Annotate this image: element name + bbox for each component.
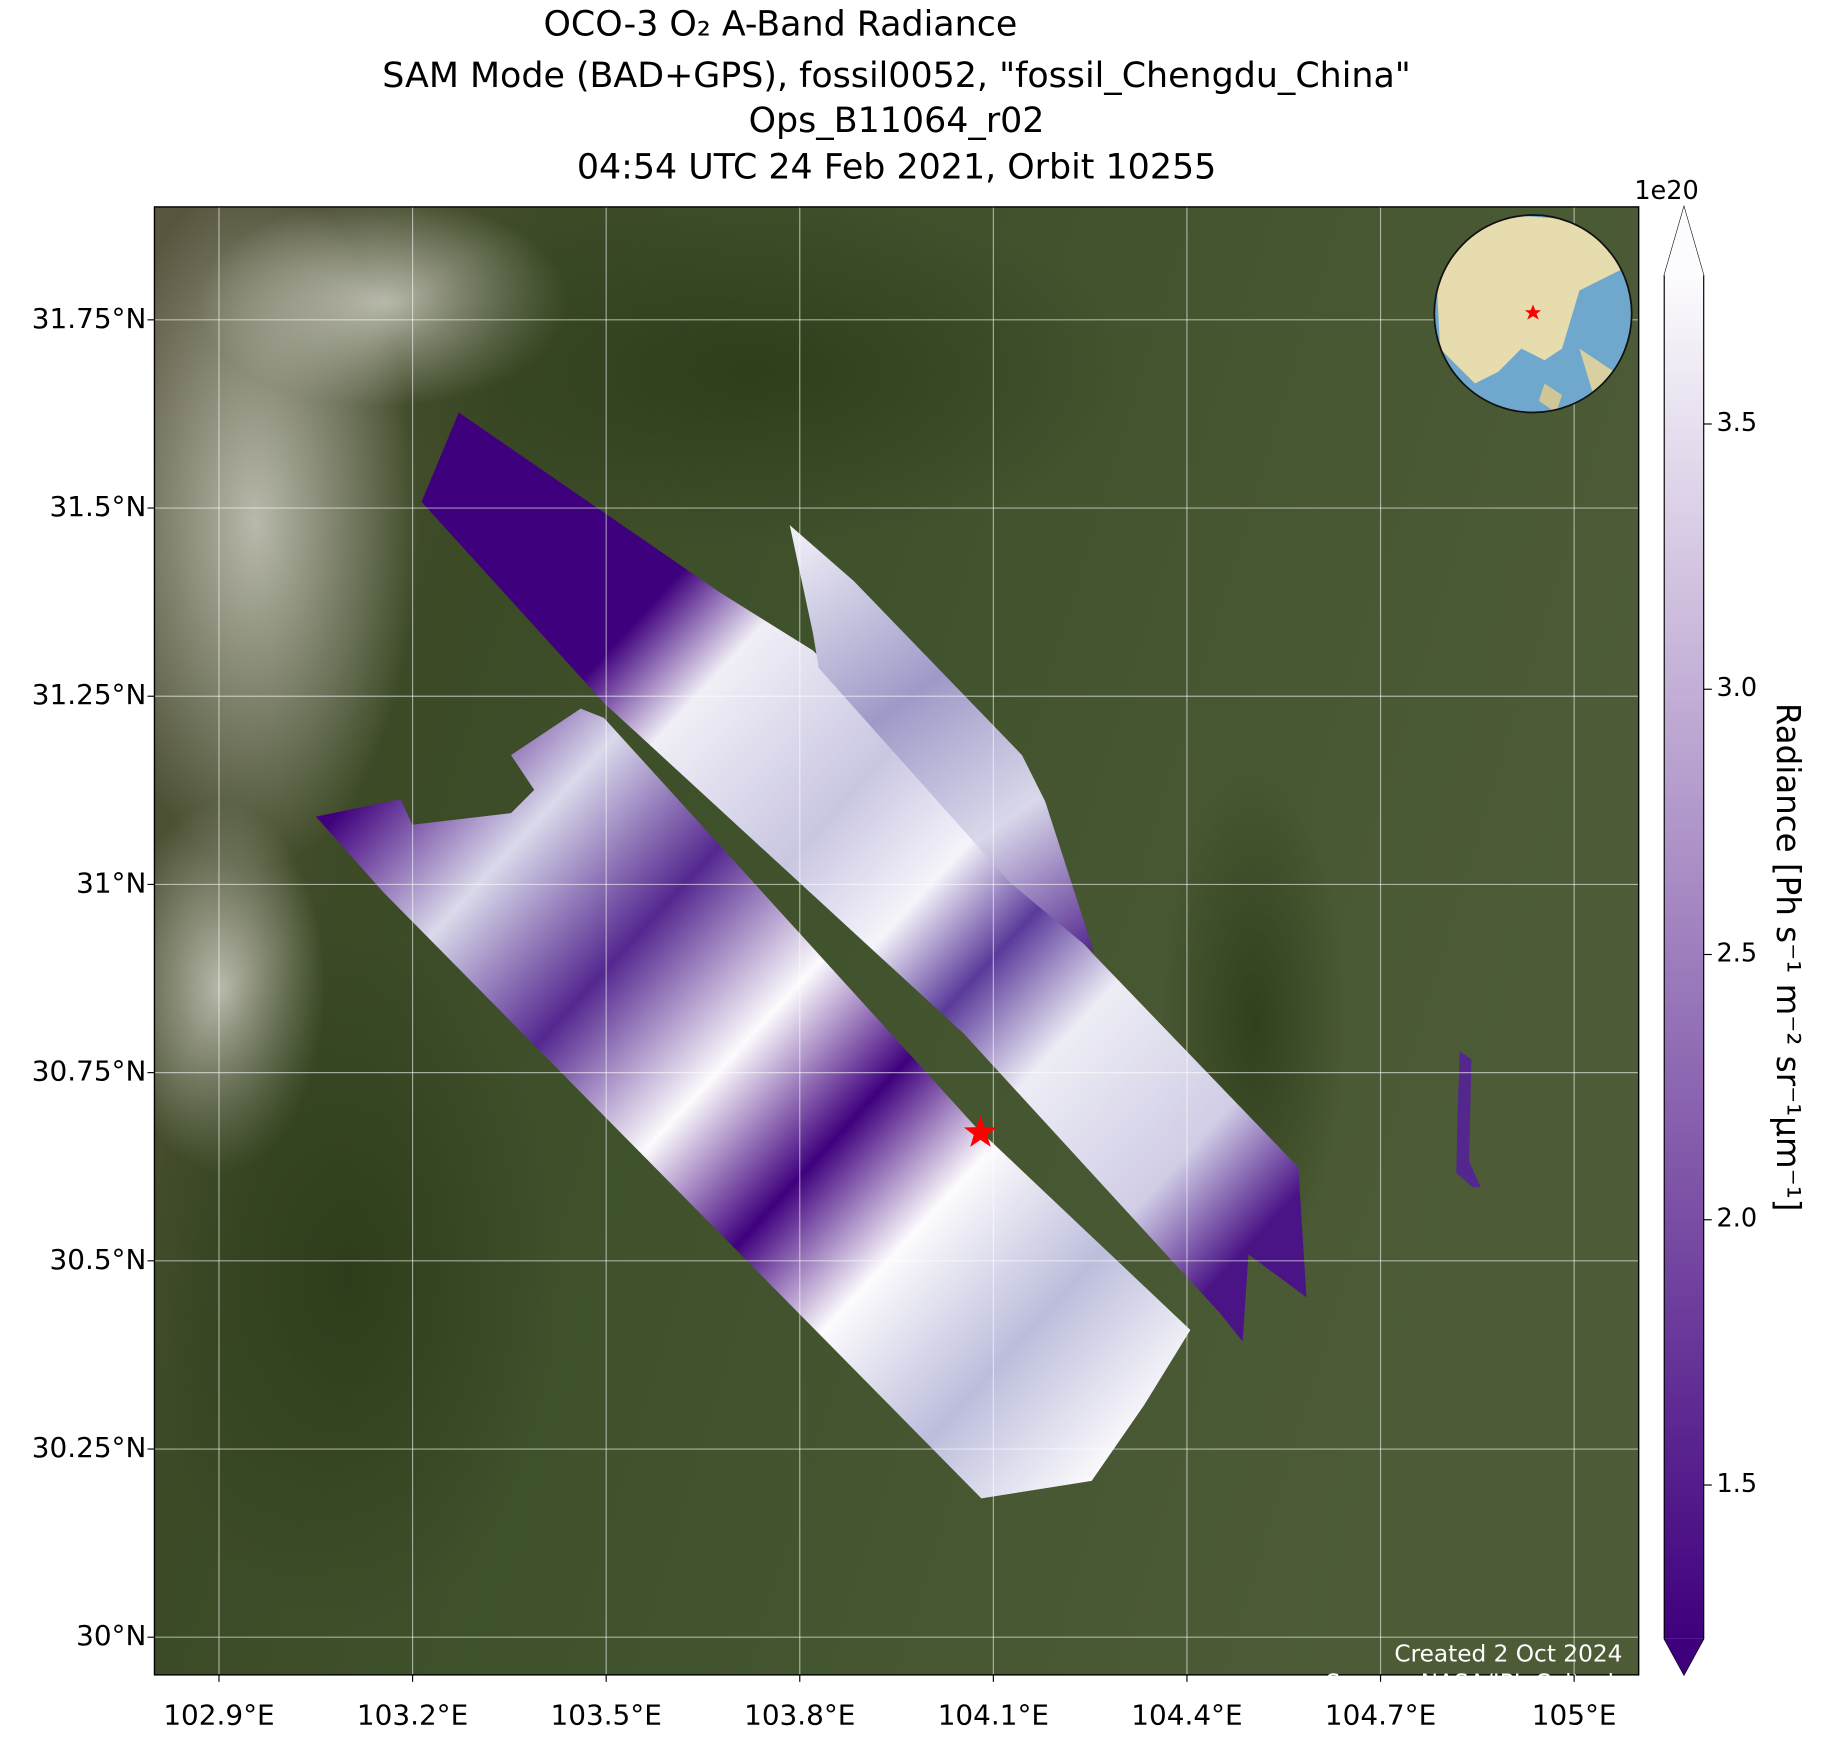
colorbar-tick-label: 3.0 bbox=[1716, 673, 1757, 703]
colorbar-extension-high bbox=[1664, 206, 1704, 276]
x-tick-label: 102.9°E bbox=[163, 1699, 274, 1732]
x-tick-label: 104.7°E bbox=[1325, 1699, 1436, 1732]
x-tick-label: 103.2°E bbox=[357, 1699, 468, 1732]
radiance-swaths bbox=[315, 412, 1481, 1499]
x-tick-label: 103.8°E bbox=[744, 1699, 855, 1732]
y-tick-label: 30.5°N bbox=[50, 1243, 147, 1276]
colorbar-tick-label: 2.0 bbox=[1716, 1204, 1757, 1234]
target-star bbox=[963, 1115, 998, 1147]
colorbar-label: Radiance [Ph s⁻¹ m⁻² sr⁻¹μm⁻¹] bbox=[1769, 703, 1807, 1212]
y-tick-label: 31°N bbox=[76, 866, 146, 899]
created-note: Created 2 Oct 2024 bbox=[1394, 1641, 1622, 1668]
title-line: OCO-3 O₂ A-Band Radiance bbox=[544, 5, 1018, 45]
x-tick-label: 105°E bbox=[1532, 1699, 1617, 1732]
x-tick-label: 103.5°E bbox=[551, 1699, 662, 1732]
colorbar-extension-low bbox=[1664, 1638, 1704, 1675]
title-line: Ops_B11064_r02 bbox=[749, 101, 1045, 141]
colorbar-scale: 1e20 bbox=[1634, 176, 1698, 206]
title-line: SAM Mode (BAD+GPS), fossil0052, "fossil_… bbox=[382, 56, 1411, 96]
grid bbox=[154, 206, 1639, 1675]
x-tick-label: 104.1°E bbox=[938, 1699, 1049, 1732]
y-tick-label: 30.75°N bbox=[32, 1055, 147, 1088]
y-tick-label: 31.25°N bbox=[32, 678, 147, 711]
map-frame bbox=[153, 206, 1640, 1676]
y-tick-label: 31.5°N bbox=[50, 490, 147, 523]
y-tick-label: 31.75°N bbox=[32, 302, 147, 335]
colorbar-tick-label: 2.5 bbox=[1716, 938, 1757, 968]
x-tick-label: 104.4°E bbox=[1131, 1699, 1242, 1732]
y-tick-label: 30°N bbox=[76, 1619, 146, 1652]
source-note: Source: NASA/JPL-Caltech bbox=[1326, 1670, 1623, 1697]
inset-globe bbox=[1433, 214, 1633, 414]
colorbar-tick-label: 3.5 bbox=[1716, 408, 1757, 438]
basemap bbox=[154, 206, 1639, 1675]
y-tick-label: 30.25°N bbox=[32, 1431, 147, 1464]
colorbar-tick-label: 1.5 bbox=[1716, 1469, 1757, 1499]
title-line: 04:54 UTC 24 Feb 2021, Orbit 10255 bbox=[577, 148, 1217, 188]
colorbar bbox=[1664, 275, 1704, 1639]
